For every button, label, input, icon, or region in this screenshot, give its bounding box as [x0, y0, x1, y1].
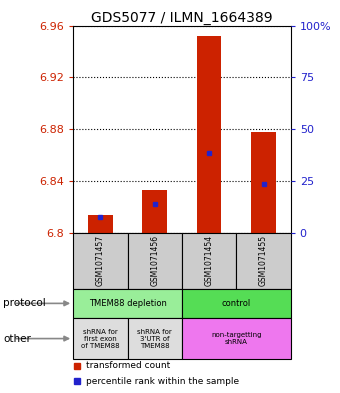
Text: GSM1071454: GSM1071454 [205, 235, 214, 286]
Title: GDS5077 / ILMN_1664389: GDS5077 / ILMN_1664389 [91, 11, 273, 24]
Bar [251, 132, 276, 233]
Bar [182, 318, 291, 359]
Text: GSM1071455: GSM1071455 [259, 235, 268, 286]
Bar [73, 318, 128, 359]
Text: shRNA for
first exon
of TMEM88: shRNA for first exon of TMEM88 [81, 329, 120, 349]
Bar [128, 318, 182, 359]
Text: control: control [222, 299, 251, 308]
Text: protocol: protocol [3, 298, 46, 309]
Bar [182, 288, 291, 318]
Text: other: other [3, 334, 31, 343]
Text: non-targetting
shRNA: non-targetting shRNA [211, 332, 261, 345]
Text: TMEM88 depletion: TMEM88 depletion [88, 299, 167, 308]
Text: transformed count: transformed count [86, 362, 170, 371]
Bar [142, 190, 167, 233]
Text: shRNA for
3'UTR of
TMEM88: shRNA for 3'UTR of TMEM88 [137, 329, 172, 349]
Bar [73, 288, 182, 318]
Text: GSM1071457: GSM1071457 [96, 235, 105, 286]
Text: percentile rank within the sample: percentile rank within the sample [86, 377, 239, 386]
Bar [88, 215, 113, 233]
Text: GSM1071456: GSM1071456 [150, 235, 159, 286]
Bar [197, 36, 221, 233]
Bar [182, 233, 236, 288]
Bar [73, 233, 128, 288]
Bar [236, 233, 291, 288]
Bar [128, 233, 182, 288]
